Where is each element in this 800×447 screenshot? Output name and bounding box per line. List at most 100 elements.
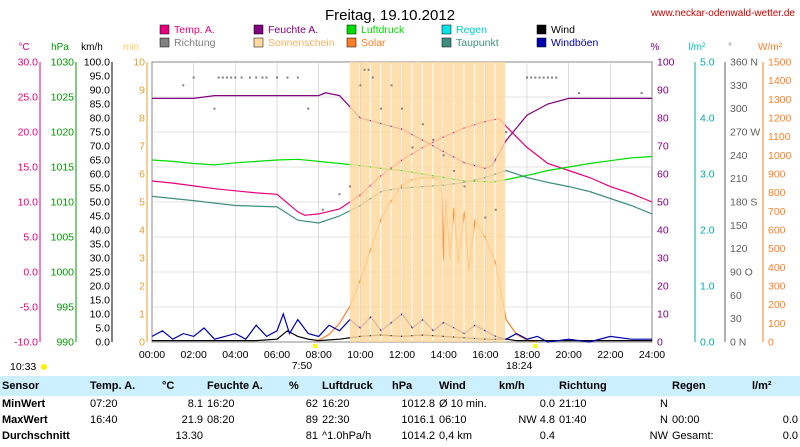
axis-tick-label: 900 <box>768 169 786 181</box>
axis-tick-label: 60 <box>657 169 669 181</box>
direction-point <box>546 76 549 79</box>
axis-tick-label: 300 <box>768 281 786 293</box>
axis-tick-label: 240 <box>730 150 748 162</box>
axis-tick-label: 10 <box>657 309 669 321</box>
summary-header-cell: km/h <box>497 376 557 396</box>
axis-tick-label: 25.0 <box>18 92 39 104</box>
axis-tick-label: 9 <box>139 85 145 97</box>
axis-tick-label: 30.0 <box>18 57 39 69</box>
direction-point <box>494 208 497 211</box>
direction-point <box>534 76 537 79</box>
direction-point <box>542 76 545 79</box>
direction-point <box>363 68 366 71</box>
legend-swatch <box>159 24 170 35</box>
axis-units: °C hPa km/h min% l/m² ° W/m² <box>18 42 782 53</box>
direction-point <box>526 76 528 79</box>
axis-tick-label: 800 <box>768 187 786 199</box>
summary-cell: 13.30 <box>175 430 203 442</box>
summary-cell: 16:20 <box>207 398 235 410</box>
sunshine-bar <box>433 62 443 342</box>
direction-point <box>640 92 643 95</box>
sunshine-bar <box>402 62 412 342</box>
direction-point <box>505 131 508 133</box>
sunshine-bar <box>370 62 381 342</box>
axis-tick-label: 300 <box>730 103 748 115</box>
summary-cell: 0,4 km <box>439 430 473 442</box>
axis-tick-label: 70.0 <box>90 141 111 153</box>
summary-header-cell: Luftdruck <box>320 376 390 396</box>
axis-tick-label: 1400 <box>768 75 792 87</box>
summary-cell <box>557 428 617 444</box>
axis-tick-label: 15.0 <box>18 162 39 174</box>
direction-point <box>286 76 289 79</box>
sunshine-bar <box>391 62 401 342</box>
axis-tick-label: 4.0 <box>700 113 715 125</box>
axis-tick-label: 1000 <box>768 150 792 162</box>
direction-point <box>453 169 456 172</box>
axis-unit-humidity: % <box>651 42 660 53</box>
x-tick-label: 04:00 <box>222 349 248 361</box>
site-url-link[interactable]: www.neckar-odenwald-wetter.de <box>650 8 795 19</box>
summary-header-cell: l/m² <box>750 376 800 396</box>
summary-header-cell: Regen <box>670 376 750 396</box>
summary-cell: Durchschnitt <box>2 430 70 442</box>
axis-tick-label: 100.0 <box>84 57 110 69</box>
axis-tick-label: 4 <box>139 225 145 237</box>
summary-cell: NW 4.8 <box>518 414 555 426</box>
axis-tick-label: 35.0 <box>90 239 111 251</box>
summary-header-cell: Richtung <box>557 376 617 396</box>
axis-tick-label: 3 <box>139 253 145 265</box>
summary-cell <box>750 396 800 412</box>
legend-label: Solar <box>361 37 386 49</box>
summary-row: Durchschnitt 13.30 81 ^1.0hPa/h 1014.2 0,4 km… <box>0 428 800 444</box>
axis-tick-label: 400 <box>768 262 786 274</box>
axis-tick-label: 6 <box>139 169 145 181</box>
legend-label: Feuchte A. <box>268 24 318 36</box>
axis-tick-label: 0.0 <box>23 267 38 279</box>
summary-header-cell: Sensor <box>0 376 88 396</box>
axis-tick-label: 10.0 <box>18 197 39 209</box>
legend-label: Sonnenschein <box>268 37 335 49</box>
axis-tick-label: 70 <box>657 141 669 153</box>
x-tick-label: 14:00 <box>431 349 457 361</box>
axis-tick-label: 0.0 <box>700 337 715 349</box>
direction-point <box>276 76 278 79</box>
legend-swatch <box>536 37 547 48</box>
summary-header-row: Sensor Temp. A. °C Feuchte A.% Luftdruck hPa W… <box>0 376 800 396</box>
axis-tick-label: 45.0 <box>90 211 111 223</box>
sunrise-marker <box>313 344 318 348</box>
direction-point <box>390 84 393 87</box>
axis-tick-label: 10.0 <box>90 309 111 321</box>
axis-tick-label: 3.0 <box>700 169 715 181</box>
sunshine-bar <box>443 62 454 342</box>
direction-point <box>551 76 553 79</box>
summary-header-cell: % <box>287 376 320 396</box>
summary-cell: 16:40 <box>90 414 118 426</box>
summary-cell: 21:10 <box>559 398 587 410</box>
axis-tick-label: 1025 <box>51 92 75 104</box>
x-tick-label: 02:00 <box>181 349 207 361</box>
axis-unit-pressure: hPa <box>51 42 69 53</box>
axis-tick-label: 30 <box>730 313 742 325</box>
direction-point <box>296 76 299 79</box>
axis-tick-label: 30 <box>657 253 669 265</box>
summary-cell: 89 <box>305 414 318 426</box>
axis-tick-label: 995 <box>56 302 74 314</box>
axis-tick-label: 990 <box>56 337 74 349</box>
sunshine-bar <box>360 62 370 342</box>
axis-tick-label: 20.0 <box>18 127 39 139</box>
direction-point <box>265 76 268 79</box>
axis-tick-label: 80.0 <box>90 113 111 125</box>
direction-point <box>359 84 362 87</box>
sun-icon <box>41 364 47 370</box>
legend-label: Wind <box>551 24 575 36</box>
axis-tick-label: 80 <box>657 113 669 125</box>
axis-tick-label: 0 <box>657 337 663 349</box>
direction-point <box>432 138 435 141</box>
x-tick-label: 20:00 <box>556 349 582 361</box>
summary-header-cell: hPa <box>390 376 437 396</box>
direction-point <box>248 76 251 79</box>
summary-header-cell: Feuchte A. <box>205 376 287 396</box>
x-tick-label: 10:00 <box>347 349 373 361</box>
x-tick-label: 24:00 <box>639 349 665 361</box>
